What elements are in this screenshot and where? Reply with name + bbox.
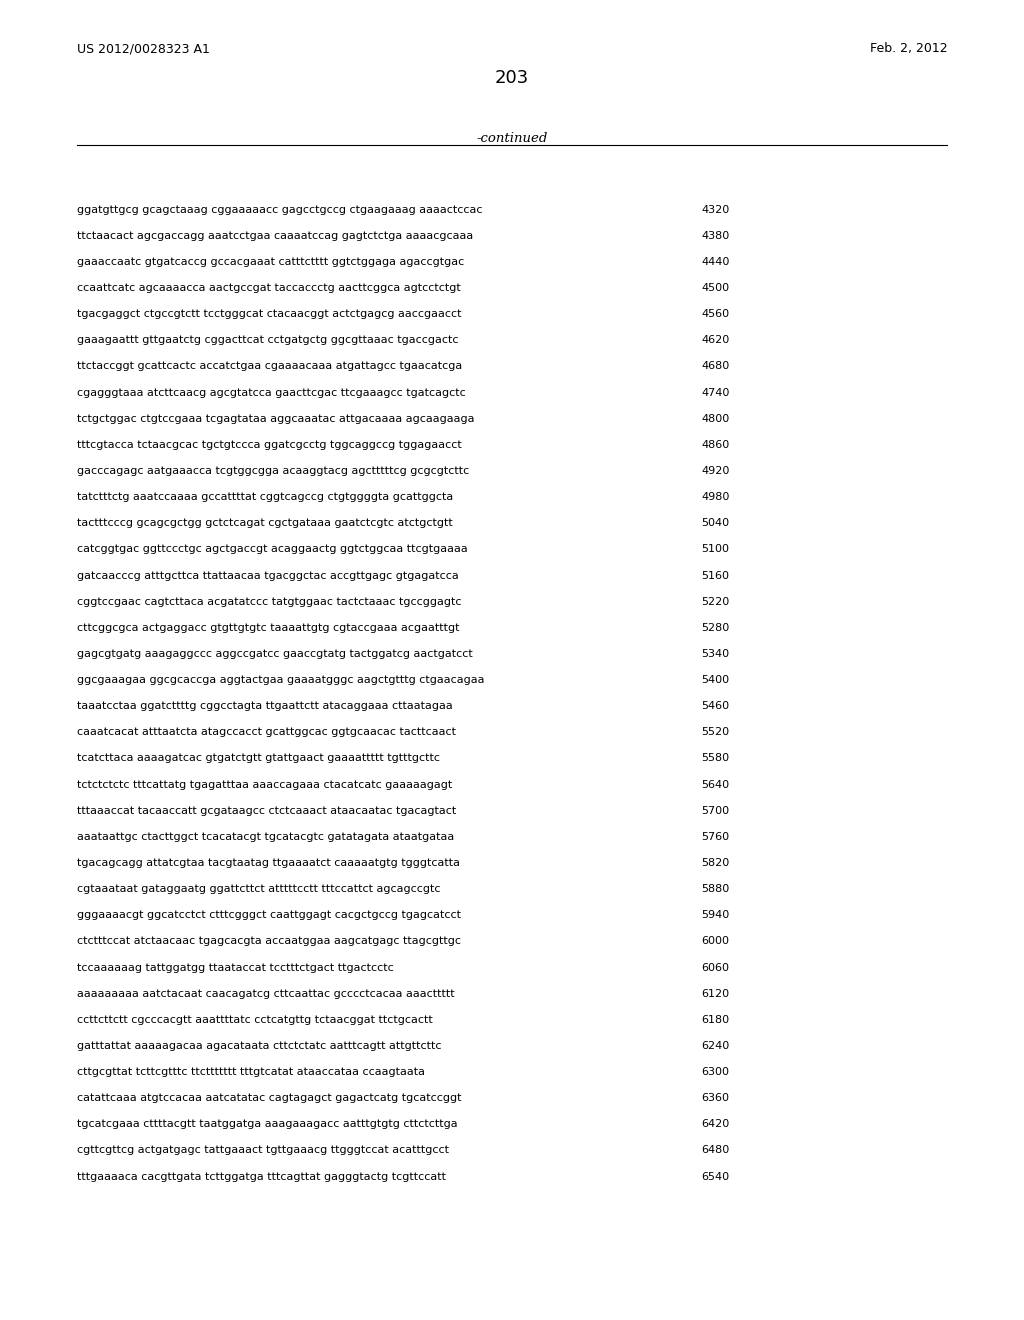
Text: cggtccgaac cagtcttaca acgatatccc tatgtggaac tactctaaac tgccggagtc: cggtccgaac cagtcttaca acgatatccc tatgtgg…: [77, 597, 461, 607]
Text: gaaagaattt gttgaatctg cggacttcat cctgatgctg ggcgttaaac tgaccgactc: gaaagaattt gttgaatctg cggacttcat cctgatg…: [77, 335, 459, 346]
Text: 5100: 5100: [701, 544, 729, 554]
Text: tttaaaccat tacaaccatt gcgataagcc ctctcaaact ataacaatac tgacagtact: tttaaaccat tacaaccatt gcgataagcc ctctcaa…: [77, 805, 456, 816]
Text: 6060: 6060: [701, 962, 729, 973]
Text: ttctaacact agcgaccagg aaatcctgaa caaaatccag gagtctctga aaaacgcaaa: ttctaacact agcgaccagg aaatcctgaa caaaatc…: [77, 231, 473, 240]
Text: 6000: 6000: [701, 936, 729, 946]
Text: ggatgttgcg gcagctaaag cggaaaaacc gagcctgccg ctgaagaaag aaaactccac: ggatgttgcg gcagctaaag cggaaaaacc gagcctg…: [77, 205, 482, 215]
Text: 6480: 6480: [701, 1146, 730, 1155]
Text: 5880: 5880: [701, 884, 730, 894]
Text: ccaattcatc agcaaaacca aactgccgat taccaccctg aacttcggca agtcctctgt: ccaattcatc agcaaaacca aactgccgat taccacc…: [77, 282, 461, 293]
Text: tatctttctg aaatccaaaa gccattttat cggtcagccg ctgtggggta gcattggcta: tatctttctg aaatccaaaa gccattttat cggtcag…: [77, 492, 453, 502]
Text: 5580: 5580: [701, 754, 729, 763]
Text: 4380: 4380: [701, 231, 730, 240]
Text: -continued: -continued: [476, 132, 548, 145]
Text: tttgaaaaca cacgttgata tcttggatga tttcagttat gagggtactg tcgttccatt: tttgaaaaca cacgttgata tcttggatga tttcagt…: [77, 1172, 445, 1181]
Text: US 2012/0028323 A1: US 2012/0028323 A1: [77, 42, 210, 55]
Text: 5340: 5340: [701, 649, 729, 659]
Text: 5760: 5760: [701, 832, 729, 842]
Text: ttctaccggt gcattcactc accatctgaa cgaaaacaaa atgattagcc tgaacatcga: ttctaccggt gcattcactc accatctgaa cgaaaac…: [77, 362, 462, 371]
Text: tttcgtacca tctaacgcac tgctgtccca ggatcgcctg tggcaggccg tggagaacct: tttcgtacca tctaacgcac tgctgtccca ggatcgc…: [77, 440, 462, 450]
Text: aaaaaaaaa aatctacaat caacagatcg cttcaattac gcccctcacaa aaacttttt: aaaaaaaaa aatctacaat caacagatcg cttcaatt…: [77, 989, 455, 999]
Text: ggcgaaagaa ggcgcaccga aggtactgaa gaaaatgggc aagctgtttg ctgaacagaa: ggcgaaagaa ggcgcaccga aggtactgaa gaaaatg…: [77, 675, 484, 685]
Text: 5280: 5280: [701, 623, 730, 632]
Text: caaatcacat atttaatcta atagccacct gcattggcac ggtgcaacac tacttcaact: caaatcacat atttaatcta atagccacct gcattgg…: [77, 727, 456, 738]
Text: catcggtgac ggttccctgc agctgaccgt acaggaactg ggtctggcaa ttcgtgaaaa: catcggtgac ggttccctgc agctgaccgt acaggaa…: [77, 544, 468, 554]
Text: ctctttccat atctaacaac tgagcacgta accaatggaa aagcatgagc ttagcgttgc: ctctttccat atctaacaac tgagcacgta accaatg…: [77, 936, 461, 946]
Text: aaataattgc ctacttggct tcacatacgt tgcatacgtc gatatagata ataatgataa: aaataattgc ctacttggct tcacatacgt tgcatac…: [77, 832, 454, 842]
Text: gatttattat aaaaagacaa agacataata cttctctatc aatttcagtt attgttcttc: gatttattat aaaaagacaa agacataata cttctct…: [77, 1041, 441, 1051]
Text: 5700: 5700: [701, 805, 729, 816]
Text: tgacgaggct ctgccgtctt tcctgggcat ctacaacggt actctgagcg aaccgaacct: tgacgaggct ctgccgtctt tcctgggcat ctacaac…: [77, 309, 461, 319]
Text: 4860: 4860: [701, 440, 730, 450]
Text: tctgctggac ctgtccgaaa tcgagtataa aggcaaatac attgacaaaa agcaagaaga: tctgctggac ctgtccgaaa tcgagtataa aggcaaa…: [77, 413, 474, 424]
Text: 5520: 5520: [701, 727, 729, 738]
Text: tgacagcagg attatcgtaa tacgtaatag ttgaaaatct caaaaatgtg tgggtcatta: tgacagcagg attatcgtaa tacgtaatag ttgaaaa…: [77, 858, 460, 869]
Text: tctctctctc tttcattatg tgagatttaa aaaccagaaa ctacatcatc gaaaaagagt: tctctctctc tttcattatg tgagatttaa aaaccag…: [77, 780, 452, 789]
Text: catattcaaa atgtccacaa aatcatatac cagtagagct gagactcatg tgcatccggt: catattcaaa atgtccacaa aatcatatac cagtaga…: [77, 1093, 461, 1104]
Text: gagcgtgatg aaagaggccc aggccgatcc gaaccgtatg tactggatcg aactgatcct: gagcgtgatg aaagaggccc aggccgatcc gaaccgt…: [77, 649, 472, 659]
Text: 4980: 4980: [701, 492, 730, 502]
Text: tcatcttaca aaaagatcac gtgatctgtt gtattgaact gaaaattttt tgtttgcttc: tcatcttaca aaaagatcac gtgatctgtt gtattga…: [77, 754, 439, 763]
Text: 6240: 6240: [701, 1041, 730, 1051]
Text: cgagggtaaa atcttcaacg agcgtatcca gaacttcgac ttcgaaagcc tgatcagctc: cgagggtaaa atcttcaacg agcgtatcca gaacttc…: [77, 388, 466, 397]
Text: 5640: 5640: [701, 780, 729, 789]
Text: 4500: 4500: [701, 282, 729, 293]
Text: 6300: 6300: [701, 1067, 729, 1077]
Text: 6360: 6360: [701, 1093, 729, 1104]
Text: 5820: 5820: [701, 858, 730, 869]
Text: 5040: 5040: [701, 519, 729, 528]
Text: 6180: 6180: [701, 1015, 729, 1024]
Text: 4800: 4800: [701, 413, 730, 424]
Text: 4920: 4920: [701, 466, 730, 477]
Text: gaaaccaatc gtgatcaccg gccacgaaat catttctttt ggtctggaga agaccgtgac: gaaaccaatc gtgatcaccg gccacgaaat catttct…: [77, 257, 464, 267]
Text: cttgcgttat tcttcgtttc ttcttttttt tttgtcatat ataaccataa ccaagtaata: cttgcgttat tcttcgtttc ttcttttttt tttgtca…: [77, 1067, 425, 1077]
Text: tactttcccg gcagcgctgg gctctcagat cgctgataaa gaatctcgtc atctgctgtt: tactttcccg gcagcgctgg gctctcagat cgctgat…: [77, 519, 453, 528]
Text: cgtaaataat gataggaatg ggattcttct atttttcctt tttccattct agcagccgtc: cgtaaataat gataggaatg ggattcttct atttttc…: [77, 884, 440, 894]
Text: gggaaaacgt ggcatcctct ctttcgggct caattggagt cacgctgccg tgagcatcct: gggaaaacgt ggcatcctct ctttcgggct caattgg…: [77, 911, 461, 920]
Text: tgcatcgaaa cttttacgtt taatggatga aaagaaagacc aatttgtgtg cttctcttga: tgcatcgaaa cttttacgtt taatggatga aaagaaa…: [77, 1119, 458, 1130]
Text: cgttcgttcg actgatgagc tattgaaact tgttgaaacg ttgggtccat acatttgcct: cgttcgttcg actgatgagc tattgaaact tgttgaa…: [77, 1146, 449, 1155]
Text: 4620: 4620: [701, 335, 730, 346]
Text: 6540: 6540: [701, 1172, 729, 1181]
Text: 6420: 6420: [701, 1119, 730, 1130]
Text: 4320: 4320: [701, 205, 730, 215]
Text: cttcggcgca actgaggacc gtgttgtgtc taaaattgtg cgtaccgaaa acgaatttgt: cttcggcgca actgaggacc gtgttgtgtc taaaatt…: [77, 623, 460, 632]
Text: taaatcctaa ggatcttttg cggcctagta ttgaattctt atacaggaaa cttaatagaa: taaatcctaa ggatcttttg cggcctagta ttgaatt…: [77, 701, 453, 711]
Text: tccaaaaaag tattggatgg ttaataccat tcctttctgact ttgactcctc: tccaaaaaag tattggatgg ttaataccat tcctttc…: [77, 962, 393, 973]
Text: gacccagagc aatgaaacca tcgtggcgga acaaggtacg agctttttcg gcgcgtcttc: gacccagagc aatgaaacca tcgtggcgga acaaggt…: [77, 466, 469, 477]
Text: 5220: 5220: [701, 597, 730, 607]
Text: 4560: 4560: [701, 309, 729, 319]
Text: 4740: 4740: [701, 388, 730, 397]
Text: 6120: 6120: [701, 989, 729, 999]
Text: gatcaacccg atttgcttca ttattaacaa tgacggctac accgttgagc gtgagatcca: gatcaacccg atttgcttca ttattaacaa tgacggc…: [77, 570, 459, 581]
Text: 203: 203: [495, 69, 529, 87]
Text: ccttcttctt cgcccacgtt aaattttatc cctcatgttg tctaacggat ttctgcactt: ccttcttctt cgcccacgtt aaattttatc cctcatg…: [77, 1015, 432, 1024]
Text: 5400: 5400: [701, 675, 729, 685]
Text: 5460: 5460: [701, 701, 729, 711]
Text: 5160: 5160: [701, 570, 729, 581]
Text: Feb. 2, 2012: Feb. 2, 2012: [869, 42, 947, 55]
Text: 4680: 4680: [701, 362, 730, 371]
Text: 4440: 4440: [701, 257, 730, 267]
Text: 5940: 5940: [701, 911, 730, 920]
